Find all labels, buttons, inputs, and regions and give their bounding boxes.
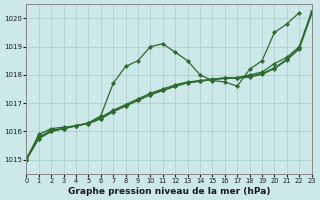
X-axis label: Graphe pression niveau de la mer (hPa): Graphe pression niveau de la mer (hPa) [68,187,270,196]
